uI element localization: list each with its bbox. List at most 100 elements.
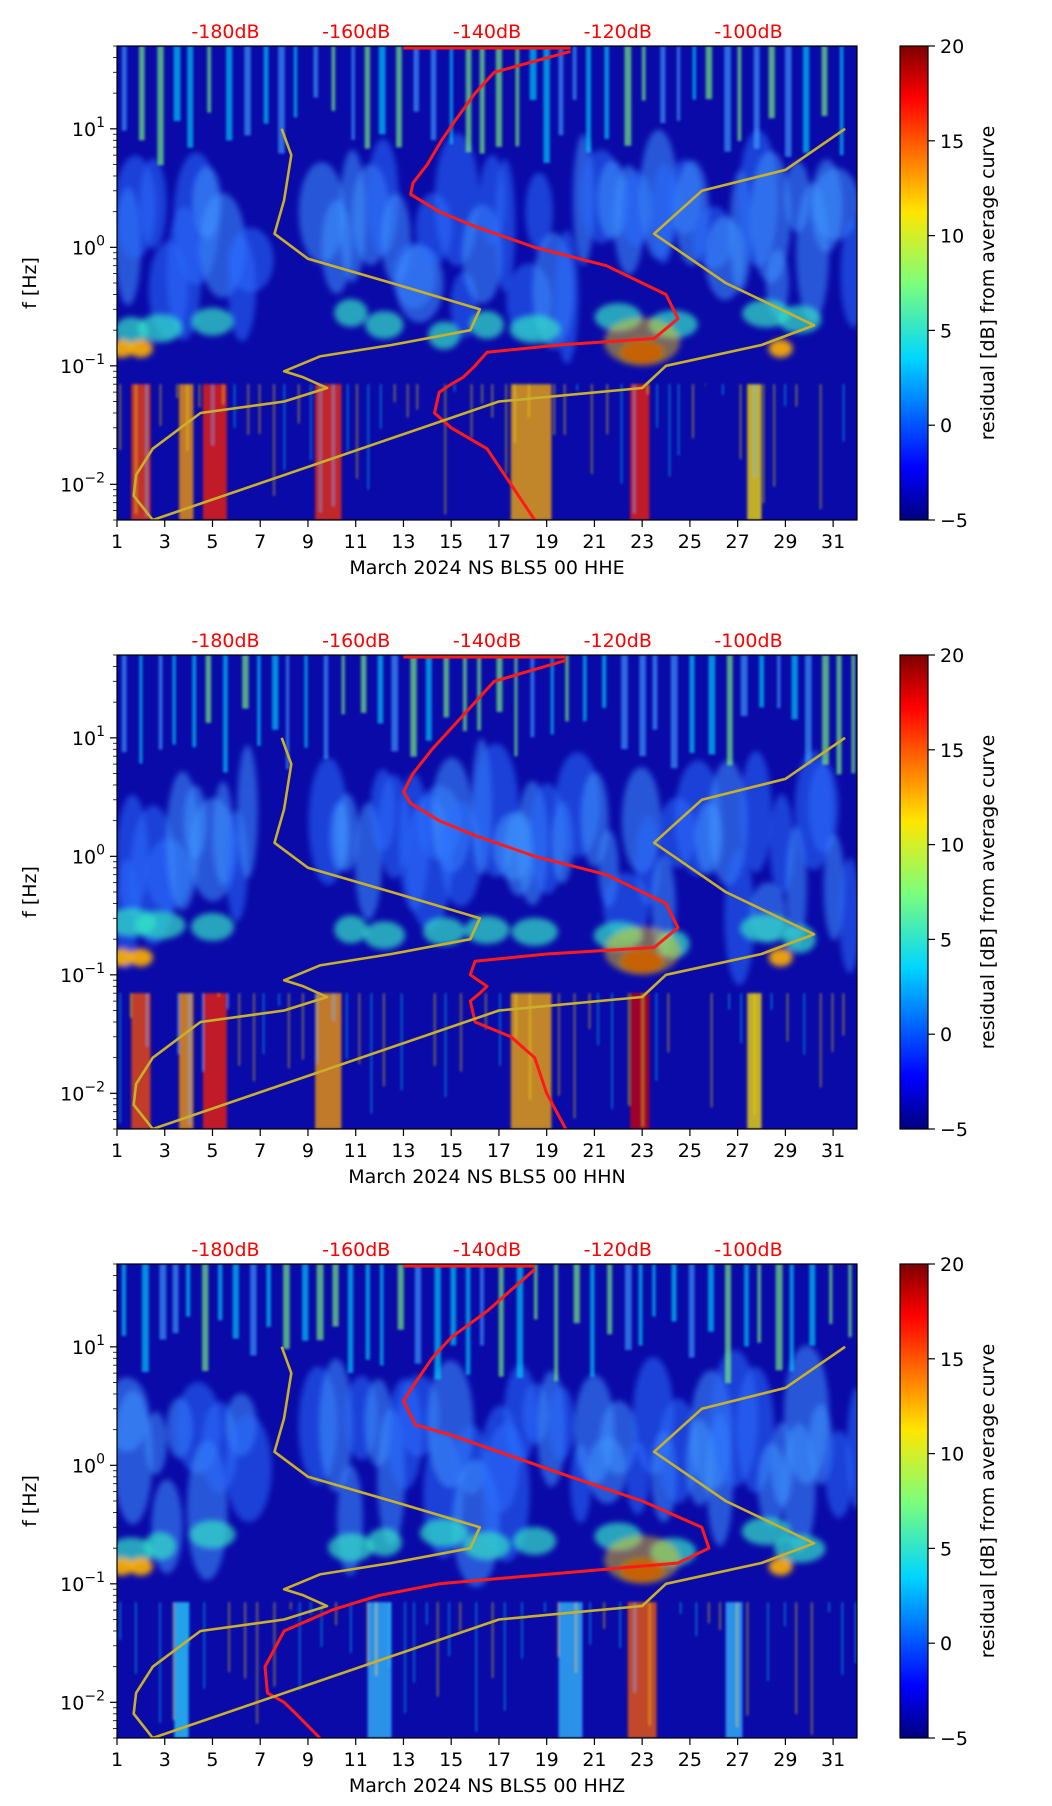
lf-streak (588, 993, 591, 1029)
lf-streak (557, 1602, 560, 1657)
hf-streak (159, 1264, 167, 1340)
hf-streak (821, 46, 828, 116)
lf-streak (485, 993, 487, 1030)
y-axis-label: f [Hz] (19, 257, 41, 309)
x-tick-label: 27 (726, 531, 750, 553)
colorbar-label: residual [dB] from average curve (977, 126, 999, 441)
hf-streak (139, 655, 143, 764)
hf-streak (172, 1264, 179, 1334)
hf-streak (202, 1264, 209, 1372)
lf-burst (202, 993, 227, 1129)
lf-burst (315, 384, 342, 520)
hf-streak (740, 655, 748, 717)
hf-streak (465, 1264, 471, 1375)
x-tick-label: 1 (111, 531, 123, 553)
colorbar-label: residual [dB] from average curve (977, 1344, 999, 1659)
x-tick-label: 29 (773, 1749, 797, 1771)
hf-streak (724, 1264, 732, 1384)
texture-blob (825, 1430, 853, 1519)
lf-streak (244, 1602, 246, 1679)
lf-burst (174, 1602, 189, 1738)
lf-streak (544, 1602, 546, 1613)
lf-burst (627, 1602, 657, 1738)
colorbar-gradient (900, 655, 928, 1129)
hf-streak (744, 1264, 749, 1347)
hf-streak (410, 655, 417, 757)
lf-streak (754, 384, 756, 478)
lf-streak (828, 1602, 830, 1613)
lf-streak (475, 1602, 478, 1732)
x-tick-label: 31 (821, 1749, 845, 1771)
lf-streak (573, 993, 576, 1119)
lf-streak (668, 384, 671, 477)
hf-streak (396, 46, 402, 148)
hf-streak (302, 1264, 309, 1341)
top-db-label: -120dB (584, 630, 652, 652)
microseism-patch (143, 1532, 177, 1561)
microseism-patch (464, 915, 510, 944)
x-axis-label: March 2024 NS BLS5 00 HHN (348, 1166, 625, 1188)
hf-streak (726, 655, 733, 766)
lf-streak (831, 993, 834, 1052)
colorbar-tick-label: −5 (940, 1728, 968, 1750)
hf-streak (514, 655, 518, 757)
colorbar-tick-label: 5 (940, 320, 952, 342)
colorbar-tick-label: 15 (940, 131, 964, 153)
texture-blob (548, 1386, 575, 1461)
hf-streak (836, 655, 842, 775)
hf-streak (285, 655, 290, 770)
lf-streak (172, 1602, 175, 1720)
x-tick-label: 1 (111, 1140, 123, 1162)
heatmap-streaks (119, 1264, 857, 1738)
x-tick-label: 11 (344, 1749, 368, 1771)
lf-streak (335, 1602, 337, 1626)
hf-streak (534, 1264, 538, 1320)
colorbar-frame (899, 1263, 929, 1739)
hf-streak (785, 46, 792, 157)
lf-streak (811, 1602, 813, 1735)
texture-blob (765, 249, 789, 317)
hf-streak (529, 46, 537, 100)
lf-streak (786, 993, 789, 1042)
y-tick-label: 10−2 (60, 470, 105, 496)
x-tick-label: 29 (773, 1140, 797, 1162)
microseism-peak (768, 948, 793, 967)
hf-streak (244, 46, 251, 136)
hf-streak (141, 1264, 149, 1373)
hf-streak (186, 1264, 191, 1317)
lf-streak (146, 993, 149, 1047)
lf-burst (179, 384, 194, 520)
y-tick-label: 100 (72, 842, 105, 868)
lf-streak (288, 993, 290, 1069)
colorbar-tick-label: 10 (940, 226, 964, 248)
lf-streak (400, 993, 403, 1091)
lf-streak (358, 993, 361, 1064)
hf-streak (708, 1264, 714, 1332)
hf-streak (590, 1264, 595, 1378)
hf-streak (573, 1264, 580, 1324)
x-tick-label: 13 (391, 531, 415, 553)
colorbar-tick-label: 5 (940, 1538, 952, 1560)
colorbar-tick-label: −5 (940, 1119, 968, 1141)
top-db-label: -120dB (584, 1239, 652, 1261)
lf-streak (719, 1602, 721, 1631)
lf-streak (367, 384, 370, 490)
series-line-average-PSD (409, 49, 680, 520)
lf-streak (491, 384, 494, 418)
hf-streak (641, 46, 646, 101)
texture-blob (139, 158, 167, 249)
hf-streak (242, 655, 249, 709)
texture-blob (225, 1414, 272, 1523)
top-db-label: -140dB (453, 21, 521, 43)
hf-streak (158, 655, 163, 750)
texture-blob (839, 858, 857, 974)
hf-streak (477, 655, 482, 731)
lf-streak (135, 384, 137, 514)
hf-streak (708, 655, 716, 755)
colorbar-tick-label: 5 (940, 929, 952, 951)
hf-streak (449, 46, 453, 145)
lf-streak (383, 993, 385, 1087)
x-tick-label: 11 (344, 531, 368, 553)
hf-streak (498, 1264, 504, 1377)
